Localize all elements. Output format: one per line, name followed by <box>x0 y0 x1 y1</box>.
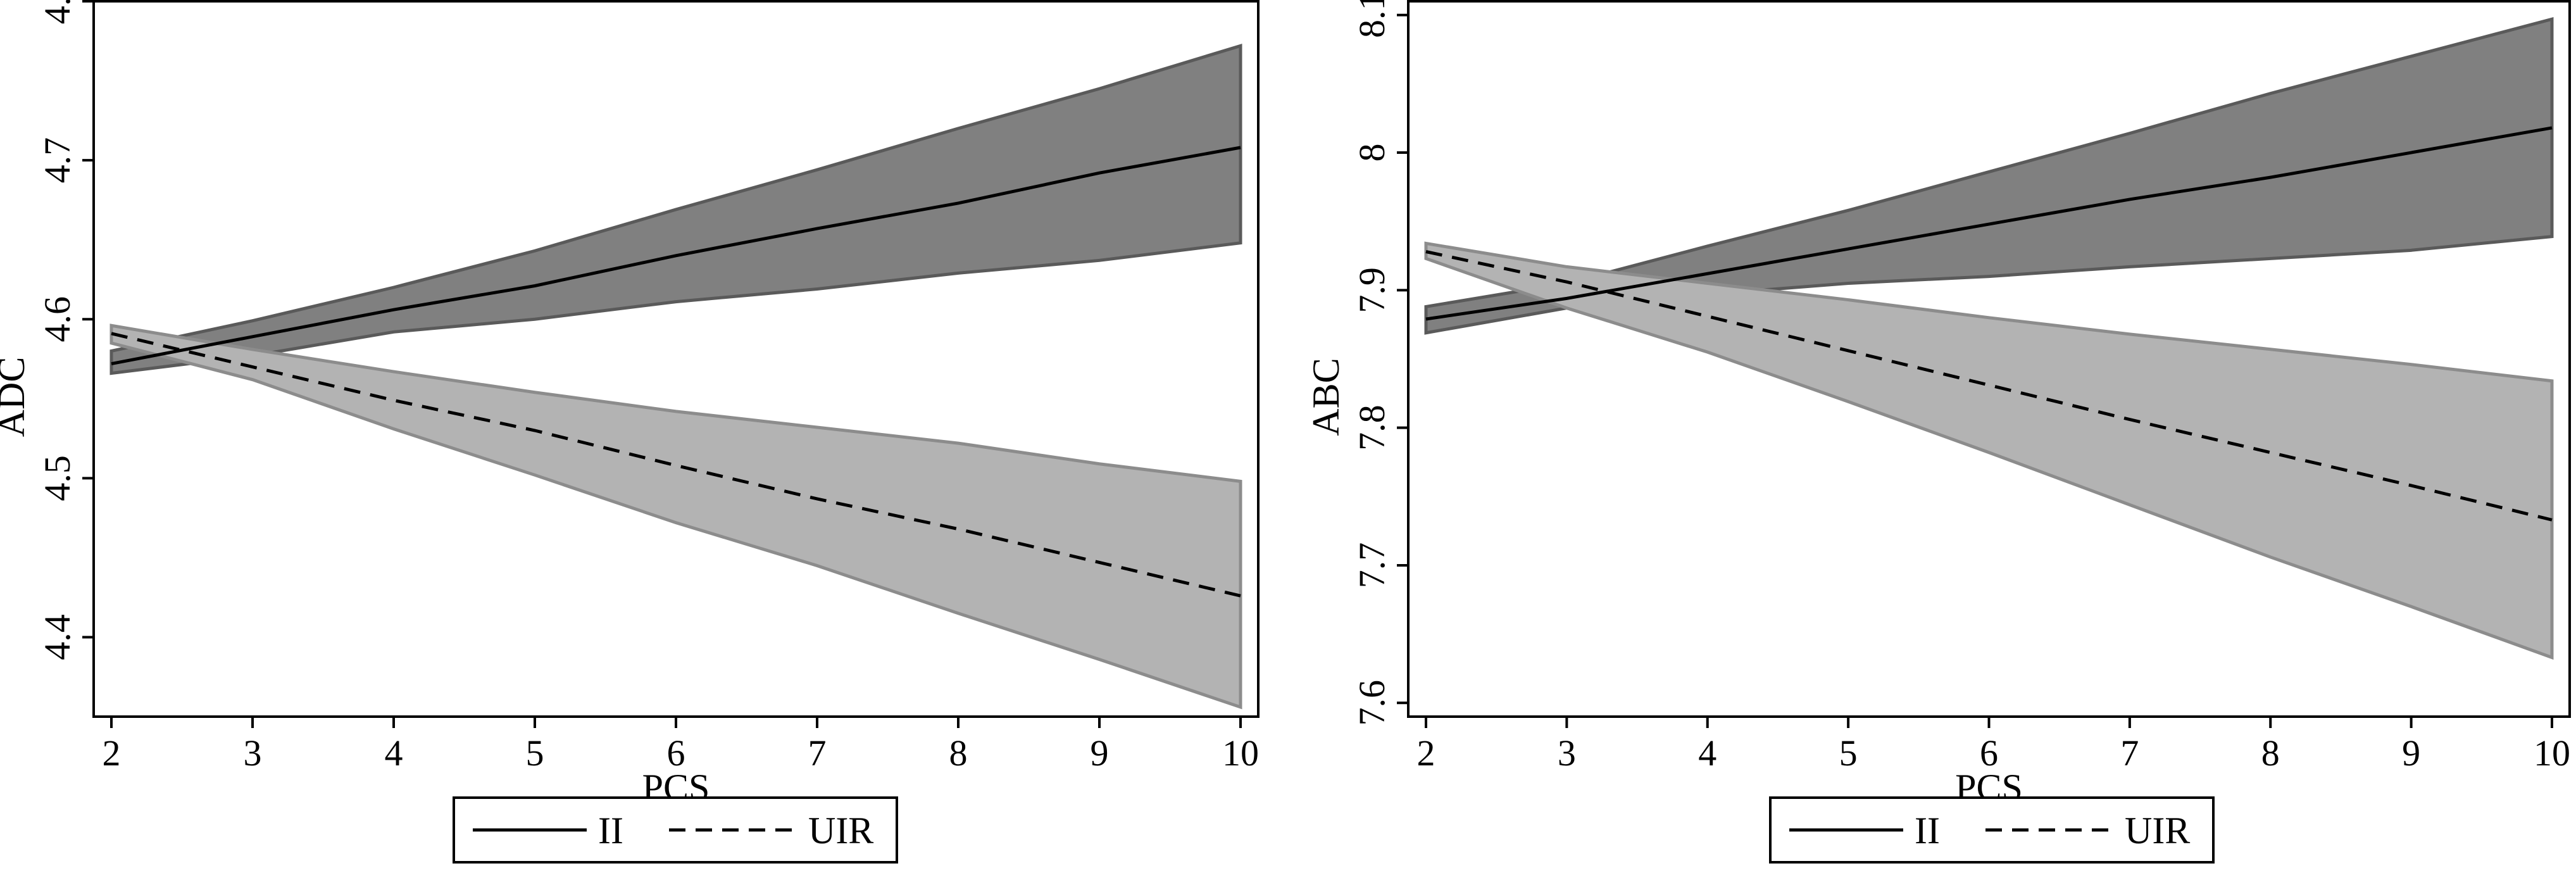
left-y-tick-label: 4.7 <box>37 137 78 184</box>
right-legend-label-uir: UIR <box>2125 810 2190 851</box>
left-x-tick-label: 8 <box>949 732 968 774</box>
left-x-tick-label: 9 <box>1091 732 1109 774</box>
right-y-axis-title: ABC <box>1305 358 1347 436</box>
left-legend-label-uir: UIR <box>808 810 873 851</box>
right-y-tick-label: 8 <box>1351 144 1392 162</box>
left-y-tick-label: 4.8 <box>37 0 78 24</box>
right-y-tick-label: 7.7 <box>1351 543 1392 589</box>
right-x-tick-label: 6 <box>1980 732 1998 774</box>
right-y-tick-label: 8.1 <box>1351 0 1392 38</box>
right-uir-confidence-band <box>1424 241 2554 660</box>
left-x-tick-label: 5 <box>526 732 544 774</box>
left-ii-line <box>111 146 1241 365</box>
right-x-tick-label: 9 <box>2402 732 2420 774</box>
right-y-tick-label: 7.8 <box>1351 405 1392 451</box>
left-x-tick-label: 7 <box>808 732 827 774</box>
right-x-tick-label: 4 <box>1698 732 1716 774</box>
right-x-tick-label: 3 <box>1558 732 1576 774</box>
right-x-tick-label: 7 <box>2120 732 2139 774</box>
left-x-tick-label: 3 <box>244 732 262 774</box>
left-y-axis-title: ADC <box>0 357 32 437</box>
right-legend: II UIR <box>1769 796 2215 864</box>
left-legend: II UIR <box>453 796 898 864</box>
right-ii-line <box>1425 126 2553 321</box>
right-legend-label-ii: II <box>1915 810 1940 851</box>
left-x-tick-label: 6 <box>667 732 685 774</box>
right-y-tick-label: 7.9 <box>1351 267 1392 313</box>
left-ii-confidence-band <box>109 43 1242 375</box>
left-legend-label-ii: II <box>598 810 623 851</box>
left-y-tick-label: 4.6 <box>37 296 78 342</box>
left-x-tick-label: 4 <box>385 732 403 774</box>
right-x-tick-label: 8 <box>2261 732 2280 774</box>
left-y-tick-label: 4.5 <box>37 455 78 501</box>
right-x-tick-label: 2 <box>1417 732 1435 774</box>
left-uir-confidence-band <box>109 324 1242 710</box>
left-x-tick-label: 2 <box>103 732 121 774</box>
left-uir-line <box>111 332 1241 598</box>
right-uir-line <box>1425 250 2553 522</box>
left-y-tick-label: 4.4 <box>37 614 78 660</box>
right-y-tick-label: 7.6 <box>1351 680 1392 726</box>
left-x-tick-label: 10 <box>1222 732 1259 774</box>
right-x-tick-label: 5 <box>1839 732 1858 774</box>
right-x-tick-label: 10 <box>2534 732 2570 774</box>
